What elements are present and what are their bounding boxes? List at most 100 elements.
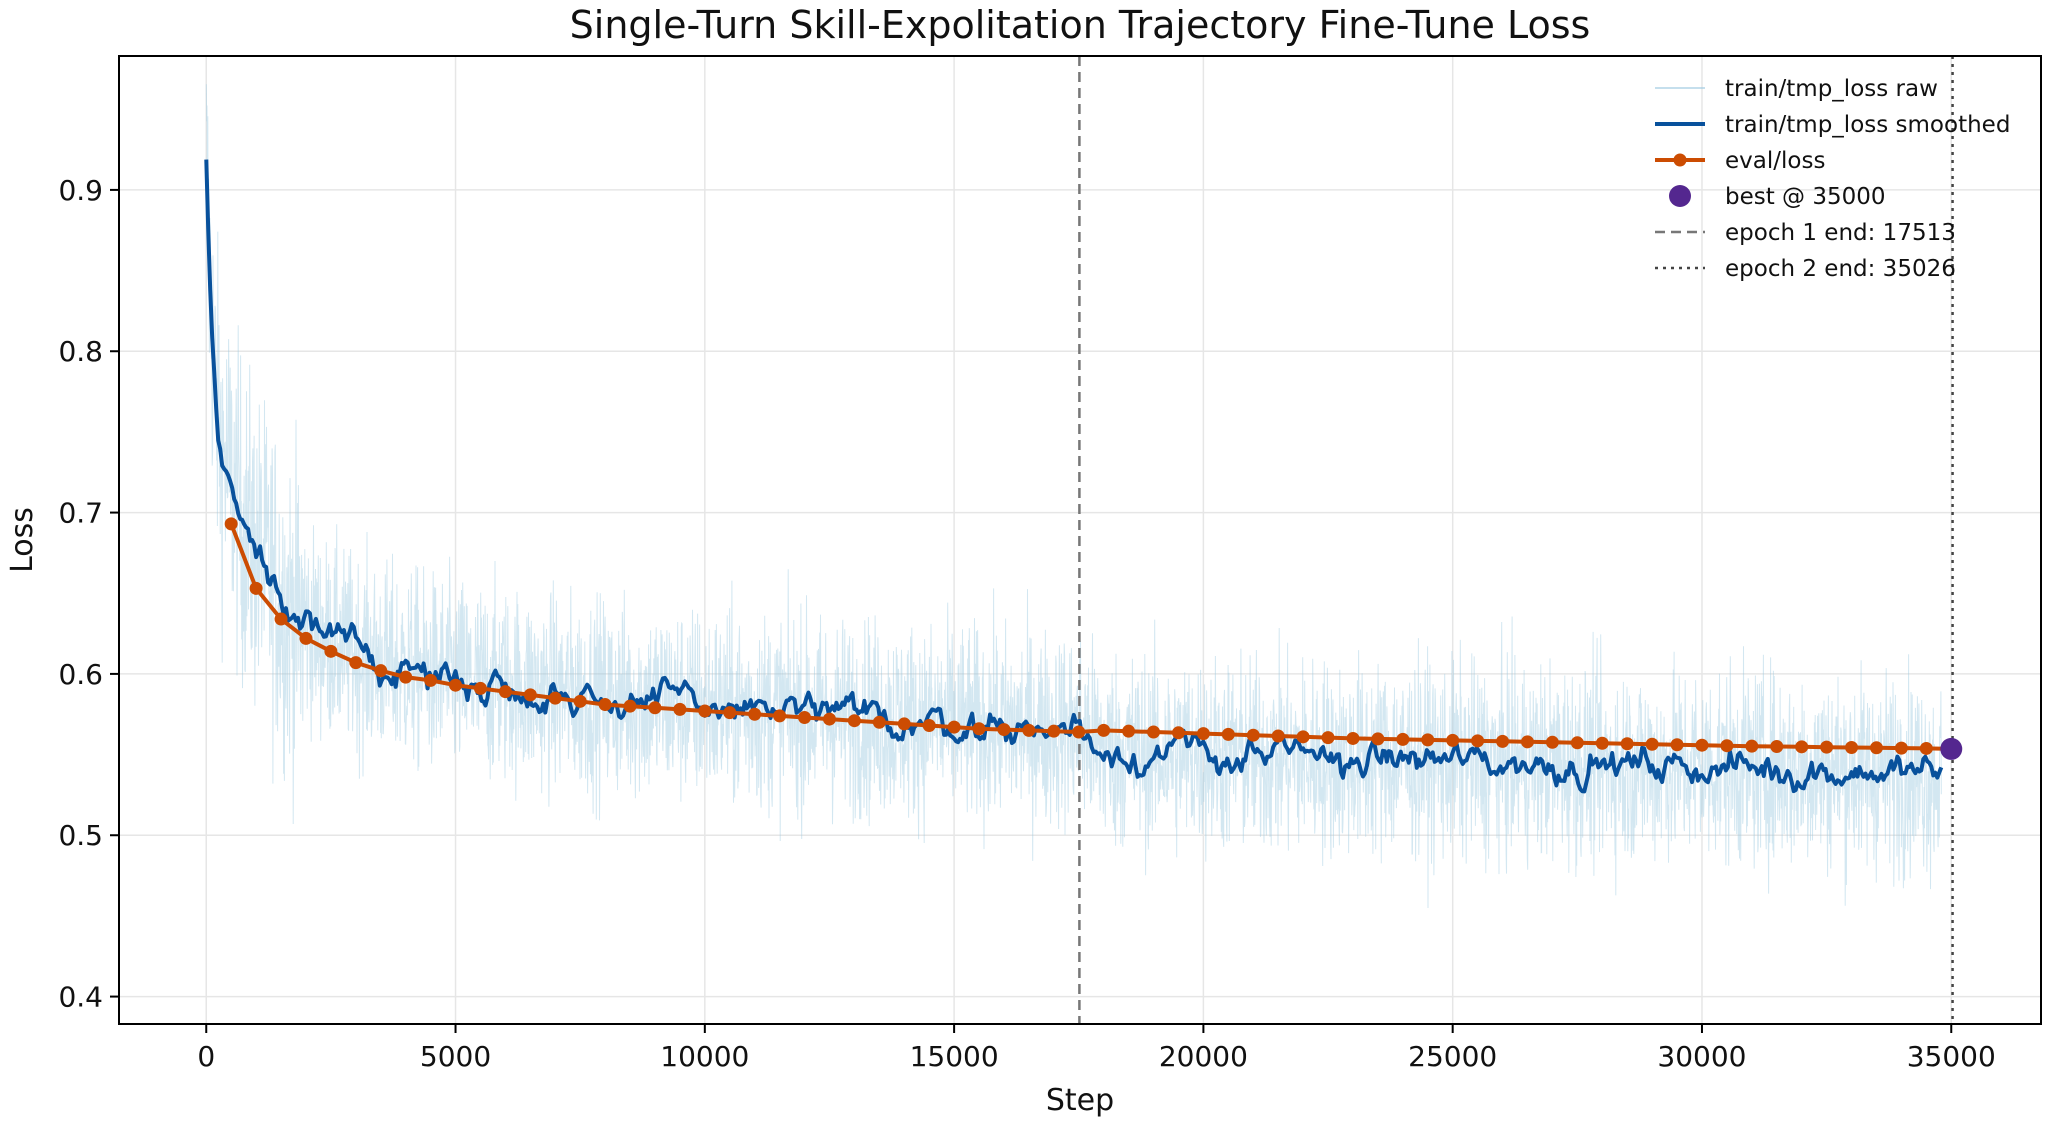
eval-loss-marker	[1595, 736, 1609, 750]
eval-loss-marker	[1770, 740, 1784, 754]
y-axis-title: Loss	[5, 507, 40, 573]
eval-loss-marker	[498, 685, 512, 699]
eval-loss-marker	[798, 710, 812, 724]
eval-loss-marker	[473, 681, 487, 695]
legend-item-dash-label: epoch 1 end: 17513	[1725, 220, 1956, 246]
eval-loss-marker	[1820, 740, 1834, 754]
y-tick-label: 0.6	[58, 658, 103, 691]
eval-loss-marker	[698, 704, 712, 718]
eval-loss-marker	[1745, 739, 1759, 753]
eval-loss-marker	[1072, 725, 1086, 739]
x-tick-label: 15000	[910, 1040, 999, 1073]
eval-loss-marker	[1545, 735, 1559, 749]
eval-loss-marker	[897, 717, 911, 731]
eval-loss-marker	[1396, 732, 1410, 746]
eval-loss-marker	[997, 723, 1011, 737]
x-tick-label: 25000	[1408, 1040, 1497, 1073]
x-tick-label: 10000	[660, 1040, 749, 1073]
eval-loss-marker	[1471, 734, 1485, 748]
raw-loss-line	[205, 84, 1942, 909]
x-tick-label: 35000	[1907, 1040, 1996, 1073]
eval-loss-marker	[449, 678, 463, 692]
chart-title: Single-Turn Skill-Expolitation Trajector…	[570, 3, 1591, 47]
eval-loss-marker	[1670, 738, 1684, 752]
legend-item-best-swatch	[1669, 185, 1691, 207]
eval-loss-marker	[573, 694, 587, 708]
eval-loss-marker	[1894, 741, 1908, 755]
y-tick-label: 0.9	[58, 174, 103, 207]
eval-loss-marker	[1196, 727, 1210, 741]
eval-loss-marker	[723, 706, 737, 720]
legend-item-best-label: best @ 35000	[1725, 184, 1886, 210]
eval-loss-marker	[1221, 727, 1235, 741]
eval-loss-marker	[922, 719, 936, 733]
eval-loss-marker	[1271, 729, 1285, 743]
eval-loss-marker	[324, 644, 338, 658]
eval-loss-marker	[424, 673, 438, 687]
x-tick-label: 20000	[1159, 1040, 1248, 1073]
eval-loss-marker	[224, 517, 238, 531]
eval-loss-line	[229, 523, 1952, 751]
eval-loss-marker	[822, 712, 836, 726]
eval-loss-marker	[947, 720, 961, 734]
x-tick-label: 5000	[420, 1040, 491, 1073]
eval-loss-marker	[1795, 740, 1809, 754]
x-tick-label: 0	[197, 1040, 215, 1073]
legend-item-eval-label: eval/loss	[1725, 148, 1825, 174]
eval-loss-marker	[1047, 724, 1061, 738]
eval-loss-marker	[1845, 740, 1859, 754]
eval-loss-marker	[349, 656, 363, 670]
eval-loss-marker	[1496, 734, 1510, 748]
eval-loss-marker	[1695, 738, 1709, 752]
eval-loss-marker	[1321, 731, 1335, 745]
legend: train/tmp_loss raw train/tmp_loss smoothe…	[1655, 76, 2010, 282]
eval-loss-marker	[847, 714, 861, 728]
eval-loss-marker	[1645, 737, 1659, 751]
eval-loss-marker	[274, 612, 288, 626]
y-tick-label: 0.4	[58, 981, 103, 1014]
y-tick-label: 0.8	[58, 335, 103, 368]
y-tick-label: 0.5	[58, 819, 103, 852]
eval-loss-marker	[748, 707, 762, 721]
eval-loss-marker	[1122, 724, 1136, 738]
eval-loss-marker	[1097, 723, 1111, 737]
eval-loss-marker	[1371, 732, 1385, 746]
eval-loss-marker	[1570, 736, 1584, 750]
eval-loss-marker	[399, 670, 413, 684]
smoothed-loss-line	[204, 159, 1944, 794]
legend-item-dot-label: epoch 2 end: 35026	[1725, 256, 1956, 282]
eval-loss-marker	[523, 688, 537, 702]
y-tick-label: 0.7	[58, 497, 103, 530]
eval-loss-marker	[623, 699, 637, 713]
eval-loss-marker	[673, 702, 687, 716]
eval-loss-marker	[1022, 723, 1036, 737]
eval-loss-marker	[249, 581, 263, 595]
eval-loss-marker	[1720, 739, 1734, 753]
eval-loss-marker	[1446, 733, 1460, 747]
eval-loss-marker	[872, 715, 886, 729]
legend-item-raw-label: train/tmp_loss raw	[1725, 76, 1938, 102]
eval-loss-marker	[1346, 731, 1360, 745]
eval-loss-marker	[598, 698, 612, 712]
eval-loss-marker	[548, 691, 562, 705]
eval-loss-marker	[972, 722, 986, 736]
eval-loss-marker	[1919, 741, 1933, 755]
plot-frame	[118, 55, 2042, 1025]
eval-loss-marker	[299, 631, 313, 645]
x-tick-label: 30000	[1657, 1040, 1746, 1073]
eval-loss-marker	[648, 701, 662, 715]
eval-loss-marker	[1147, 725, 1161, 739]
eval-loss-marker	[374, 664, 388, 678]
eval-loss-marker	[1421, 733, 1435, 747]
eval-loss-marker	[1246, 728, 1260, 742]
legend-item-smooth-label: train/tmp_loss smoothed	[1725, 112, 2010, 138]
x-axis-title: Step	[1046, 1083, 1114, 1118]
eval-loss-marker	[1171, 726, 1185, 740]
eval-loss-marker	[773, 709, 787, 723]
legend-item-eval-marker	[1673, 153, 1687, 167]
eval-loss-marker	[1869, 741, 1883, 755]
eval-loss-marker	[1520, 735, 1534, 749]
best-point-marker	[1940, 737, 1963, 760]
